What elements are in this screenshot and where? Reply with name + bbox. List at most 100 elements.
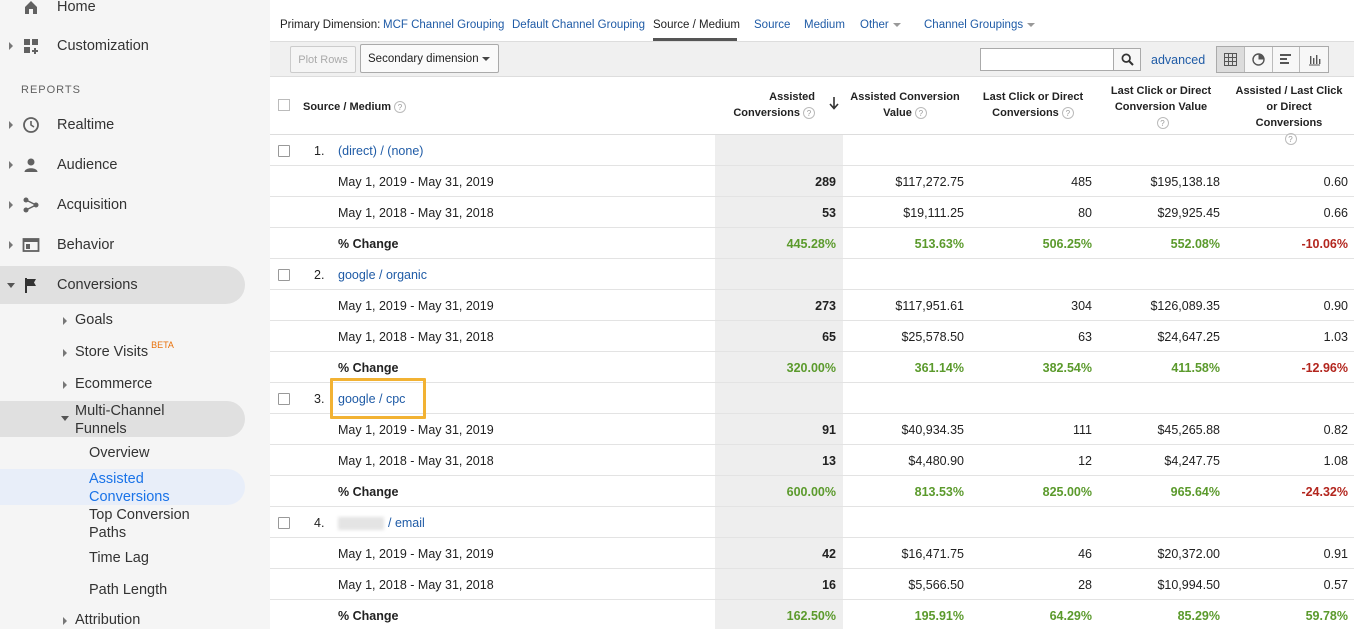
metric-cell: 552.08% bbox=[1170, 237, 1220, 251]
dimension-mcf-channel-grouping[interactable]: MCF Channel Grouping bbox=[383, 19, 505, 31]
metric-cell: $20,372.00 bbox=[1157, 547, 1220, 561]
date-range-label: May 1, 2018 - May 31, 2018 bbox=[338, 330, 494, 344]
metric-cell: -10.06% bbox=[1301, 237, 1348, 251]
help-icon[interactable]: ? bbox=[803, 107, 815, 120]
nav-realtime-label: Realtime bbox=[57, 117, 115, 133]
date-range-label: May 1, 2019 - May 31, 2019 bbox=[338, 175, 494, 189]
row-checkbox[interactable] bbox=[278, 145, 290, 157]
header-last-click-conversions[interactable]: Last Click or Direct Conversions? bbox=[976, 89, 1090, 121]
performance-view-button[interactable] bbox=[1273, 47, 1301, 72]
metric-cell: $19,111.25 bbox=[903, 206, 964, 220]
reports-section-label: REPORTS bbox=[21, 84, 81, 96]
header-assisted-conversion-value[interactable]: Assisted Conversion Value? bbox=[848, 89, 962, 121]
dimension-other-dropdown[interactable]: Other bbox=[860, 19, 901, 31]
metric-cell: 0.60 bbox=[1323, 175, 1348, 189]
dimension-source[interactable]: Source bbox=[754, 19, 791, 31]
nav-overview[interactable]: Overview bbox=[89, 445, 150, 461]
nav-store-visits-label: Store Visits bbox=[75, 344, 149, 360]
header-source-medium-label: Source / Medium bbox=[303, 101, 392, 113]
search-button[interactable] bbox=[1113, 48, 1141, 71]
metric-cell: 59.78% bbox=[1305, 609, 1348, 623]
header-last-click-conversion-value[interactable]: Last Click or Direct Conversion Value ? bbox=[1104, 83, 1218, 131]
date-range-label: May 1, 2019 - May 31, 2019 bbox=[338, 547, 494, 561]
secondary-dimension-dropdown[interactable]: Secondary dimension bbox=[360, 44, 499, 73]
nav-conversions-label: Conversions bbox=[57, 277, 138, 293]
percent-change-label: % Change bbox=[338, 237, 399, 251]
nav-ecommerce[interactable]: Ecommerce bbox=[75, 376, 153, 392]
metric-cell: 85.29% bbox=[1177, 609, 1220, 623]
metric-cell: 111 bbox=[1072, 423, 1092, 437]
table-row: May 1, 2018 - May 31, 2018 65 $25,578.50 63… bbox=[270, 321, 1354, 352]
help-icon[interactable]: ? bbox=[1061, 107, 1074, 120]
metric-cell: 289 bbox=[815, 175, 836, 189]
percent-change-label: % Change bbox=[338, 361, 399, 375]
metric-cell: 0.91 bbox=[1323, 547, 1348, 561]
header-c1-line2: Conversions bbox=[733, 107, 800, 119]
nav-path-length[interactable]: Path Length bbox=[89, 582, 168, 598]
header-source-medium[interactable]: Source / Medium? bbox=[303, 101, 407, 114]
chevron-right-icon bbox=[9, 42, 13, 50]
metric-cell: 91 bbox=[822, 423, 836, 437]
metric-cell: 600.00% bbox=[786, 485, 836, 499]
plot-rows-button[interactable]: Plot Rows bbox=[290, 46, 356, 73]
comparison-icon bbox=[1308, 55, 1321, 66]
nav-store-visits[interactable]: Store Visits BETA bbox=[75, 340, 174, 360]
row-checkbox[interactable] bbox=[278, 393, 290, 405]
pie-view-button[interactable] bbox=[1245, 47, 1273, 72]
row-number: 1. bbox=[314, 144, 325, 158]
nav-time-lag[interactable]: Time Lag bbox=[89, 550, 149, 566]
help-icon[interactable]: ? bbox=[1156, 117, 1169, 130]
row-checkbox[interactable] bbox=[278, 269, 290, 281]
metric-cell: 0.90 bbox=[1323, 299, 1348, 313]
view-switcher bbox=[1216, 46, 1329, 73]
chevron-down-icon bbox=[61, 416, 69, 421]
source-medium-link[interactable]: google / cpc bbox=[338, 392, 405, 406]
header-assisted-last-click-ratio[interactable]: Assisted / Last Click or Direct Conversi… bbox=[1232, 83, 1346, 147]
advanced-filter-link[interactable]: advanced bbox=[1151, 53, 1206, 67]
metric-cell: $29,925.45 bbox=[1157, 206, 1220, 220]
source-medium-link[interactable]: google / organic bbox=[338, 268, 427, 282]
nav-attribution[interactable]: Attribution bbox=[75, 612, 141, 628]
help-icon[interactable]: ? bbox=[914, 107, 927, 120]
source-medium-label: google / cpc bbox=[338, 392, 406, 406]
header-assisted-conversions[interactable]: Assisted Conversions? bbox=[715, 89, 815, 121]
source-medium-link[interactable]: (direct) / (none) bbox=[338, 144, 423, 158]
date-range-label: May 1, 2019 - May 31, 2019 bbox=[338, 299, 494, 313]
nav-multi-channel-funnels[interactable]: Multi-Channel Funnels bbox=[75, 402, 164, 438]
nav-mcf-line1: Multi-Channel bbox=[75, 403, 165, 419]
channel-groupings-dropdown[interactable]: Channel Groupings bbox=[924, 19, 1036, 31]
percent-change-label: % Change bbox=[338, 485, 399, 499]
date-range-label: May 1, 2018 - May 31, 2018 bbox=[338, 206, 494, 220]
metric-cell: $5,566.50 bbox=[908, 578, 964, 592]
dimension-medium[interactable]: Medium bbox=[804, 19, 845, 31]
table-search-input[interactable] bbox=[980, 48, 1114, 71]
nav-goals[interactable]: Goals bbox=[75, 312, 113, 328]
source-medium-label: google / organic bbox=[338, 268, 427, 282]
comparison-view-button[interactable] bbox=[1300, 47, 1328, 72]
table-row: May 1, 2018 - May 31, 2018 53 $19,111.25 80… bbox=[270, 197, 1354, 228]
sort-descending-icon[interactable] bbox=[828, 96, 840, 110]
dimension-default-channel-grouping[interactable]: Default Channel Grouping bbox=[512, 19, 645, 31]
help-icon[interactable]: ? bbox=[1284, 133, 1297, 146]
metric-cell: $25,578.50 bbox=[901, 330, 964, 344]
metric-cell: 304 bbox=[1071, 299, 1092, 313]
source-medium-link[interactable]: / email bbox=[338, 516, 425, 531]
table-view-button[interactable] bbox=[1217, 47, 1245, 72]
nav-assisted-conversions[interactable]: Assisted Conversions bbox=[89, 470, 170, 506]
table-toolbar: Plot Rows Secondary dimension advanced bbox=[270, 41, 1354, 77]
row-checkbox[interactable] bbox=[278, 517, 290, 529]
nav-top-conversion-paths[interactable]: Top Conversion Paths bbox=[89, 506, 190, 542]
metric-cell: 42 bbox=[822, 547, 836, 561]
metric-cell: 0.66 bbox=[1323, 206, 1348, 220]
row-number: 2. bbox=[314, 268, 325, 282]
help-icon[interactable]: ? bbox=[394, 101, 407, 114]
metric-cell: $10,994.50 bbox=[1157, 578, 1220, 592]
table-group-row: 4. / email bbox=[270, 507, 1354, 538]
highlight-box bbox=[330, 378, 426, 419]
dimension-source-medium[interactable]: Source / Medium bbox=[653, 19, 740, 31]
table-row: May 1, 2018 - May 31, 2018 16 $5,566.50 28 $… bbox=[270, 569, 1354, 600]
select-all-checkbox[interactable] bbox=[278, 99, 290, 111]
nav-assisted-line1: Assisted bbox=[89, 471, 144, 487]
row-number: 4. bbox=[314, 516, 325, 530]
search-icon bbox=[1121, 53, 1134, 66]
